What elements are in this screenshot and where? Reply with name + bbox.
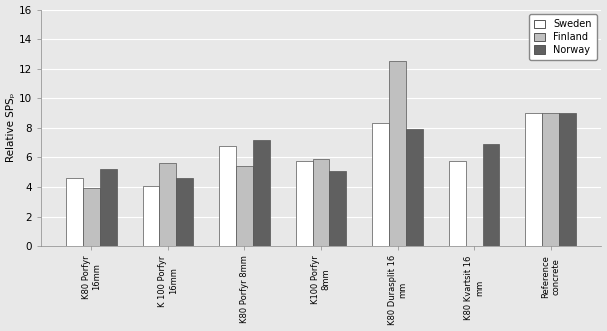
Bar [236,166,253,246]
Legend: Sweden, Finland, Norway: Sweden, Finland, Norway [529,15,597,60]
Bar [160,164,177,246]
Bar [219,146,236,246]
Bar [389,61,406,246]
Bar [406,129,423,246]
Bar [83,188,100,246]
Bar [313,159,330,246]
Bar [526,113,542,246]
Y-axis label: Relative SPSₚ: Relative SPSₚ [5,93,16,163]
Bar [143,186,160,246]
Bar [542,113,559,246]
Bar [449,161,466,246]
Bar [559,113,576,246]
Bar [100,168,117,246]
Bar [296,161,313,246]
Bar [253,140,270,246]
Bar [330,171,346,246]
Bar [66,178,83,246]
Bar [372,123,389,246]
Bar [483,144,500,246]
Bar [177,178,193,246]
